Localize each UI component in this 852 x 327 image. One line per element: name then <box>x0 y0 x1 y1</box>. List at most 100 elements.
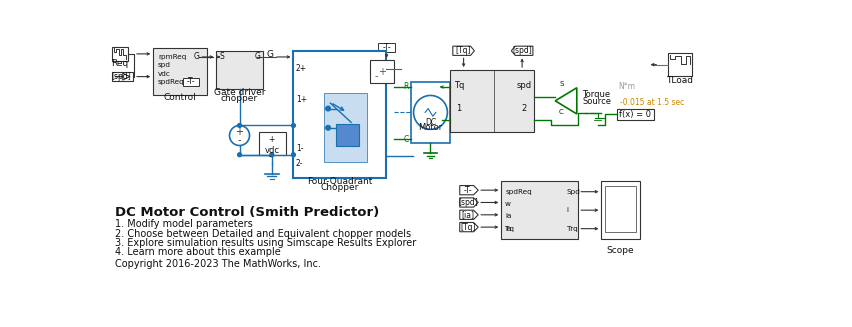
Text: Motor: Motor <box>418 123 443 132</box>
Polygon shape <box>460 198 478 207</box>
Bar <box>412 82 450 143</box>
Text: -0.015 at 1.5 sec: -0.015 at 1.5 sec <box>620 98 684 107</box>
Text: S: S <box>559 81 563 87</box>
Text: -: - <box>375 71 378 81</box>
Text: Scope: Scope <box>607 247 635 255</box>
Circle shape <box>229 126 250 146</box>
Text: G: G <box>193 52 199 61</box>
Text: -T-: -T- <box>463 186 473 195</box>
Text: -T-: -T- <box>383 43 391 52</box>
Text: DC: DC <box>425 118 436 127</box>
Text: N*m: N*m <box>619 82 636 92</box>
Bar <box>216 51 262 89</box>
Text: Copyright 2016-2023 The MathWorks, Inc.: Copyright 2016-2023 The MathWorks, Inc. <box>115 259 321 269</box>
Text: Trq: Trq <box>567 226 578 232</box>
Bar <box>668 53 693 76</box>
Polygon shape <box>460 222 478 232</box>
FancyArrowPatch shape <box>115 73 130 80</box>
Text: 2+: 2+ <box>296 64 307 73</box>
Text: spdReq: spdReq <box>158 79 185 85</box>
Text: G: G <box>267 50 273 59</box>
Bar <box>378 43 395 52</box>
Circle shape <box>413 95 447 129</box>
Text: -: - <box>268 152 271 161</box>
Polygon shape <box>460 185 478 195</box>
Text: Req: Req <box>112 59 129 68</box>
Polygon shape <box>460 210 478 219</box>
Text: R: R <box>404 82 409 92</box>
Circle shape <box>291 153 296 157</box>
Circle shape <box>325 106 331 111</box>
Text: w: w <box>505 201 511 207</box>
Text: rpmReq: rpmReq <box>158 54 187 60</box>
Text: 2-: 2- <box>296 160 303 168</box>
Text: [Tq]: [Tq] <box>456 46 471 55</box>
Text: Four-Quadrant: Four-Quadrant <box>307 177 372 186</box>
Bar <box>325 93 366 163</box>
Text: -: - <box>238 135 241 145</box>
Text: TLoad: TLoad <box>666 76 694 85</box>
Text: 2: 2 <box>521 104 527 113</box>
Text: spd: spd <box>517 81 532 90</box>
Text: Torque: Torque <box>582 90 610 99</box>
Bar <box>336 124 359 146</box>
Polygon shape <box>452 46 475 55</box>
Text: 1-: 1- <box>296 144 303 153</box>
Text: [spd]: [spd] <box>458 198 478 207</box>
Bar <box>371 60 394 83</box>
Polygon shape <box>556 88 577 114</box>
Bar <box>450 70 534 132</box>
Text: G: G <box>254 52 260 61</box>
Text: spd: spd <box>158 62 171 68</box>
Text: Chopper: Chopper <box>320 183 359 192</box>
Bar <box>501 181 579 239</box>
Text: +: + <box>268 135 275 144</box>
Text: [Tq]: [Tq] <box>460 223 476 232</box>
Bar <box>293 51 386 178</box>
Bar <box>183 78 199 86</box>
Text: 1: 1 <box>457 104 462 113</box>
Circle shape <box>238 124 241 128</box>
Text: [ia]: [ia] <box>462 210 475 219</box>
Text: 2. Choose between Detailed and Equivalent chopper models: 2. Choose between Detailed and Equivalen… <box>115 229 411 239</box>
Text: ia: ia <box>505 226 511 232</box>
Text: spdReq: spdReq <box>505 189 532 195</box>
Text: Gate driver: Gate driver <box>214 88 265 97</box>
Text: 3. Explore simulation results using Simscape Results Explorer: 3. Explore simulation results using Sims… <box>115 238 416 248</box>
Text: i: i <box>567 207 569 213</box>
Text: -T-: -T- <box>187 77 195 86</box>
Text: vdc: vdc <box>158 71 170 77</box>
Text: Source: Source <box>582 97 611 106</box>
Circle shape <box>238 153 241 157</box>
Text: C: C <box>559 110 564 115</box>
Text: Control: Control <box>164 93 197 102</box>
Text: DC Motor Control (Smith Predictor): DC Motor Control (Smith Predictor) <box>115 206 379 218</box>
Text: +: + <box>378 67 386 77</box>
Bar <box>605 185 636 232</box>
Text: ia: ia <box>505 213 511 219</box>
Polygon shape <box>511 46 532 55</box>
Text: 1. Modify model parameters: 1. Modify model parameters <box>115 219 252 230</box>
Text: Tq: Tq <box>505 226 514 232</box>
Bar <box>112 72 133 81</box>
Text: 4. Learn more about this example: 4. Learn more about this example <box>115 247 280 257</box>
Bar <box>112 47 128 61</box>
Bar <box>259 132 285 155</box>
Text: Tq: Tq <box>454 81 464 90</box>
Text: C: C <box>404 135 409 144</box>
Text: f(x) = 0: f(x) = 0 <box>619 110 651 119</box>
Text: +: + <box>235 128 244 137</box>
Bar <box>602 181 640 239</box>
Text: vdc: vdc <box>264 146 279 155</box>
Bar <box>617 109 653 120</box>
Circle shape <box>270 153 273 157</box>
Circle shape <box>325 126 331 130</box>
Bar <box>153 48 207 95</box>
Text: S: S <box>220 52 224 61</box>
Text: chopper: chopper <box>221 94 258 103</box>
Text: [spd]: [spd] <box>111 72 131 81</box>
Text: Spd: Spd <box>567 189 581 195</box>
Text: 1+: 1+ <box>296 95 307 104</box>
Text: [spd]: [spd] <box>512 46 532 55</box>
Circle shape <box>291 124 296 128</box>
